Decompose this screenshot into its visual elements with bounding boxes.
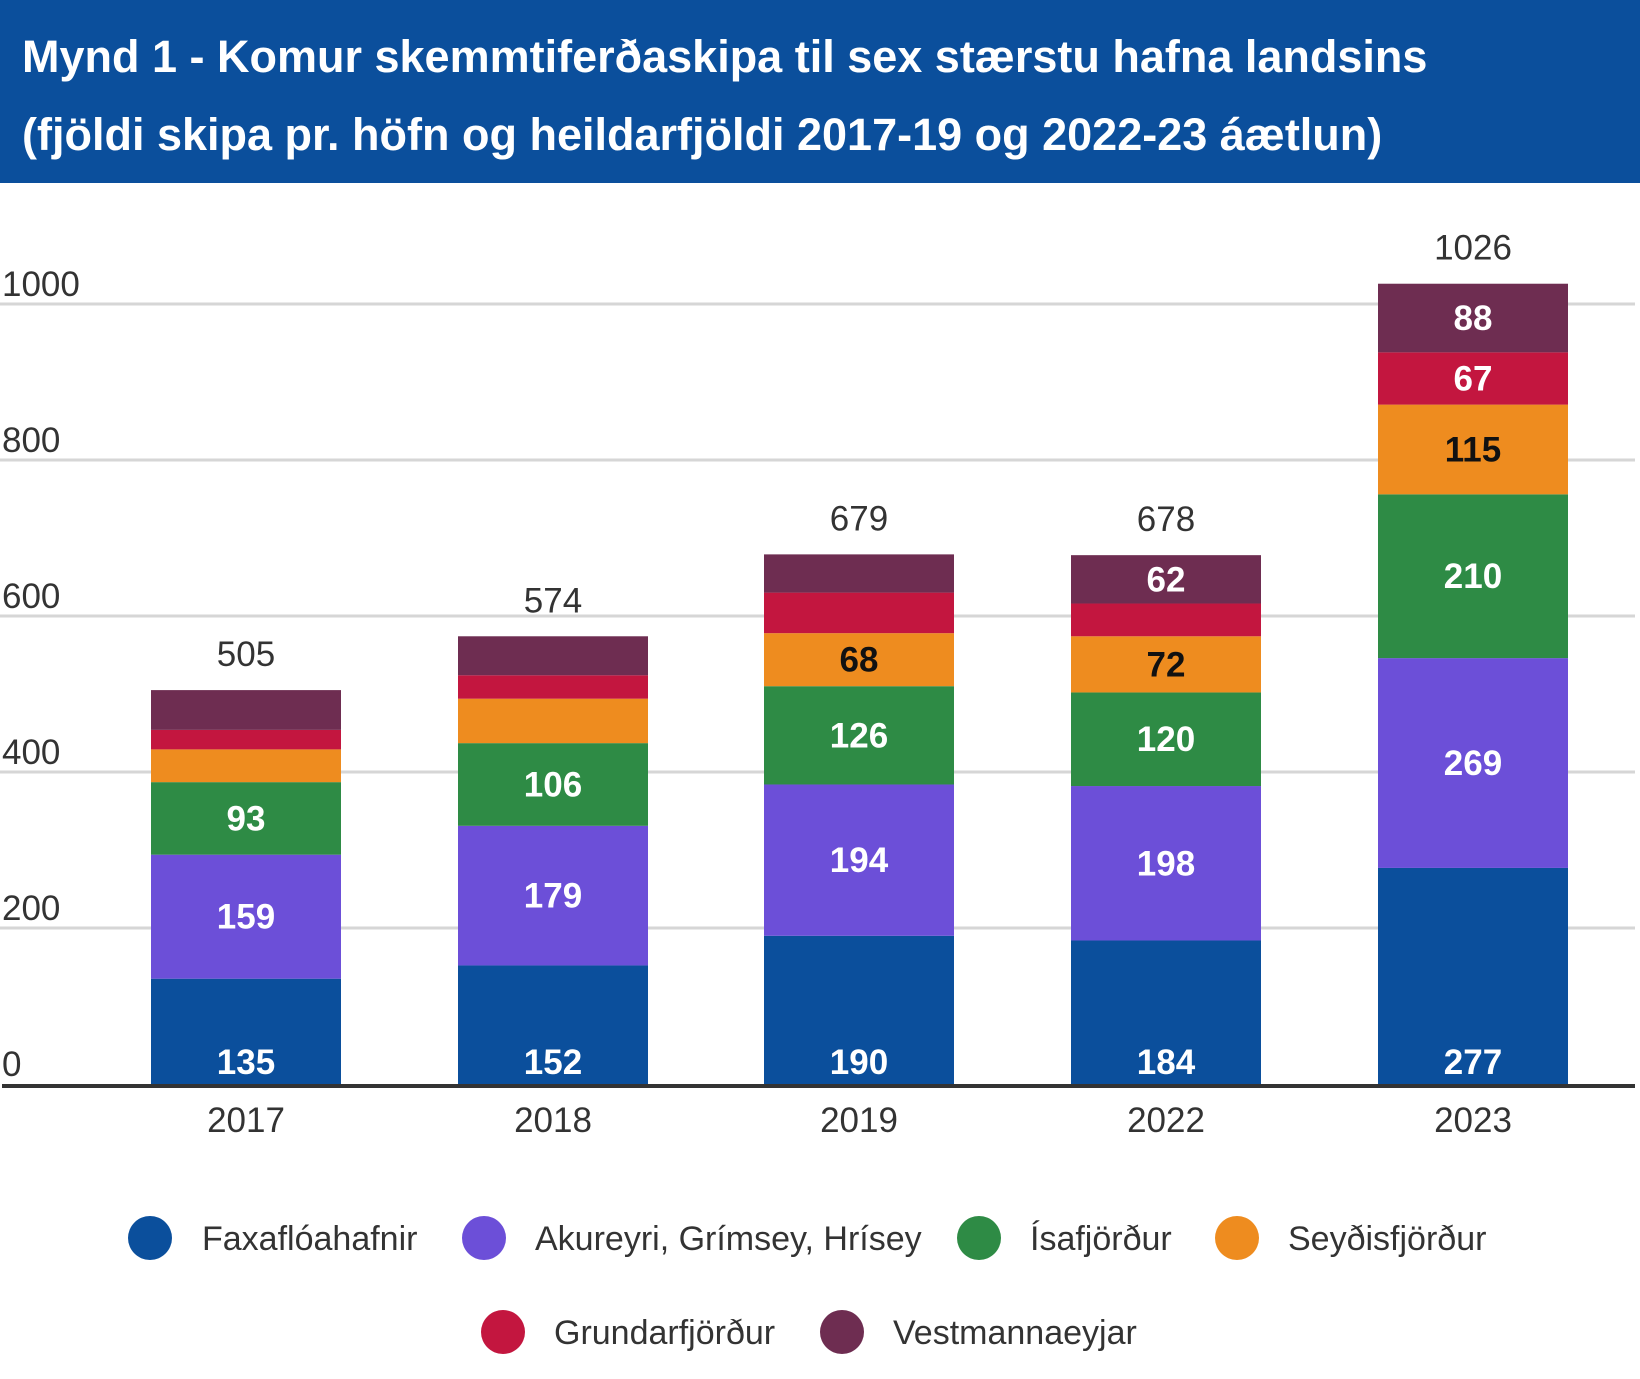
- legend-label: Faxaflóahafnir: [202, 1220, 417, 1258]
- data-label: 106: [524, 765, 582, 804]
- total-label: 505: [217, 635, 275, 674]
- bar-segment: [764, 554, 954, 593]
- data-label: 67: [1454, 359, 1493, 398]
- bar-segment: [1378, 283, 1568, 353]
- data-label: 152: [524, 1043, 582, 1082]
- legend-label: Grundarfjörður: [554, 1314, 775, 1352]
- bar-segment: [1378, 867, 1568, 1084]
- legend-swatch: [462, 1216, 506, 1260]
- x-tick-label: 2022: [1127, 1101, 1205, 1140]
- bar-stack-2023: 277 269 210 115 67 88 1026: [1378, 229, 1568, 1084]
- bar-segment: [151, 782, 341, 855]
- x-axis: 2017 2018 2019 2022 2023: [2, 1084, 1635, 1140]
- data-label: 93: [227, 799, 266, 838]
- data-label: 269: [1444, 744, 1502, 783]
- bar-stack-2022: 184 198 120 72 62 678: [1071, 500, 1261, 1084]
- data-label: 198: [1137, 844, 1195, 883]
- legend-label: Vestmannaeyjar: [893, 1314, 1137, 1352]
- y-axis: 0 200 400 600 800 1000: [2, 265, 80, 1084]
- y-tick-label: 0: [2, 1045, 21, 1084]
- bar-stack-2019: 190 194 126 68 679: [764, 499, 954, 1084]
- legend-swatch: [1215, 1216, 1259, 1260]
- bar-segment: [458, 636, 648, 676]
- bar-segment: [458, 698, 648, 744]
- data-label: 72: [1147, 645, 1186, 684]
- legend-swatch: [128, 1216, 172, 1260]
- x-tick-label: 2017: [207, 1101, 285, 1140]
- data-label: 179: [524, 877, 582, 916]
- data-label: 115: [1445, 430, 1501, 469]
- bar-segment: [1071, 555, 1261, 604]
- y-tick-label: 400: [2, 733, 60, 772]
- chart-title: Mynd 1 - Komur skemmtiferðaskipa til sex…: [22, 31, 1428, 82]
- legend-label: Seyðisfjörður: [1288, 1220, 1486, 1258]
- bar-segment: [764, 686, 954, 785]
- legend-item: Akureyri, Grímsey, Hrísey: [462, 1216, 922, 1260]
- legend: Faxaflóahafnir Akureyri, Grímsey, Hrísey Í…: [128, 1216, 1486, 1354]
- bar-segment: [1378, 494, 1568, 659]
- total-label: 574: [524, 581, 582, 620]
- bar-segment: [1378, 658, 1568, 868]
- bar-segment: [764, 784, 954, 936]
- bars: 135 159 93 505 152 179 106 574 190 194 126 68 679 184…: [151, 229, 1568, 1084]
- legend-swatch: [481, 1310, 525, 1354]
- y-tick-label: 800: [2, 421, 60, 460]
- bar-segment: [458, 743, 648, 826]
- y-tick-label: 200: [2, 889, 60, 928]
- data-label: 277: [1444, 1043, 1502, 1082]
- bar-segment: [1378, 352, 1568, 405]
- bar-segment: [458, 675, 648, 699]
- total-label: 1026: [1434, 229, 1512, 268]
- bar-segment: [764, 592, 954, 634]
- data-label: 135: [217, 1043, 275, 1082]
- x-tick-label: 2019: [820, 1101, 898, 1140]
- bar-segment: [1071, 786, 1261, 941]
- legend-swatch: [957, 1216, 1001, 1260]
- legend-item: Ísafjörður: [957, 1216, 1172, 1260]
- data-label: 88: [1454, 299, 1493, 338]
- data-label: 184: [1137, 1043, 1196, 1082]
- x-tick-label: 2018: [514, 1101, 592, 1140]
- legend-item: Seyðisfjörður: [1215, 1216, 1486, 1260]
- bar-segment: [764, 633, 954, 687]
- bar-segment: [1071, 940, 1261, 1084]
- legend-item: Faxaflóahafnir: [128, 1216, 417, 1260]
- y-tick-label: 1000: [2, 265, 80, 304]
- chart-subtitle: (fjöldi skipa pr. höfn og heildarfjöldi …: [22, 109, 1383, 160]
- bar-segment: [1071, 692, 1261, 787]
- bar-segment: [1071, 603, 1261, 637]
- bar-segment: [151, 729, 341, 750]
- legend-item: Vestmannaeyjar: [820, 1310, 1137, 1354]
- data-label: 194: [830, 841, 889, 880]
- total-label: 679: [830, 499, 888, 538]
- data-label: 68: [840, 641, 879, 680]
- bar-segment: [151, 978, 341, 1084]
- data-label: 190: [830, 1043, 888, 1082]
- legend-label: Akureyri, Grímsey, Hrísey: [535, 1220, 922, 1258]
- total-label: 678: [1137, 500, 1195, 539]
- y-tick-label: 600: [2, 577, 60, 616]
- data-label: 126: [830, 716, 888, 755]
- chart-header: Mynd 1 - Komur skemmtiferðaskipa til sex…: [0, 0, 1640, 183]
- bar-segment: [1378, 404, 1568, 495]
- bar-segment: [151, 749, 341, 783]
- bar-stack-2017: 135 159 93 505: [151, 635, 341, 1084]
- bar-segment: [151, 690, 341, 730]
- bar-segment: [458, 965, 648, 1084]
- bar-segment: [1071, 636, 1261, 693]
- bar-segment: [764, 935, 954, 1084]
- legend-item: Grundarfjörður: [481, 1310, 775, 1354]
- bar-stack-2018: 152 179 106 574: [458, 581, 648, 1084]
- data-label: 210: [1444, 557, 1502, 596]
- bar-segment: [458, 825, 648, 966]
- legend-label: Ísafjörður: [1030, 1220, 1172, 1258]
- data-label: 120: [1137, 720, 1195, 759]
- legend-swatch: [820, 1310, 864, 1354]
- data-label: 62: [1147, 560, 1186, 599]
- x-tick-label: 2023: [1434, 1101, 1512, 1140]
- bar-segment: [151, 854, 341, 979]
- data-label: 159: [217, 898, 275, 937]
